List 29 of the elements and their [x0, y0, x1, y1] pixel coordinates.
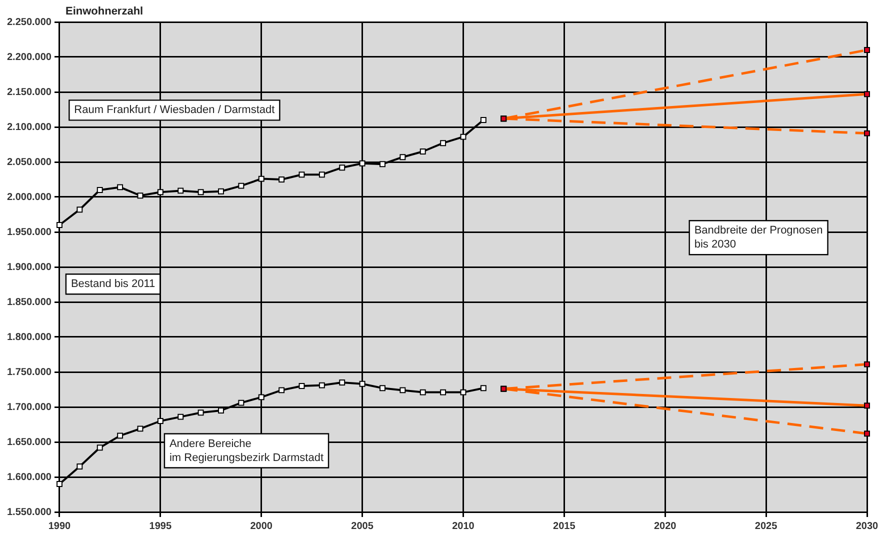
y-tick-label: 1.900.000: [6, 262, 52, 273]
x-tick-label: 1990: [48, 520, 72, 532]
y-tick-label: 1.650.000: [6, 436, 52, 448]
x-tick-label: 2015: [553, 520, 576, 532]
y-tick-label: 2.050.000: [6, 156, 52, 168]
x-tick-label: 2005: [351, 520, 374, 532]
y-tick-label: 2.200.000: [6, 52, 52, 63]
y-axis-title: Einwohnerzahl: [65, 6, 144, 18]
y-tick-label: 1.750.000: [6, 366, 52, 378]
x-tick-label: 2000: [250, 520, 273, 532]
text: Raum Frankfurt / Wiesbaden / Darmstadt: [74, 104, 275, 116]
x-tick-label: 2020: [654, 520, 677, 532]
x-tick-label: 2025: [754, 520, 778, 532]
x-tick-label: 2030: [856, 520, 879, 532]
y-tick-label: 1.800.000: [6, 332, 52, 343]
series-label: Andere Bereiche im Regierungsbezirk Darmstadt: [169, 438, 324, 464]
y-tick-label: 1.550.000: [6, 506, 52, 518]
annotation: Bandbreite der Prognosen bis 2030: [694, 224, 823, 251]
x-tick-label: 2010: [452, 520, 475, 532]
y-tick-label: 2.100.000: [6, 122, 52, 133]
y-tick-label: 2.000.000: [6, 192, 52, 203]
y-tick-label: 1.700.000: [6, 402, 52, 413]
y-tick-label: 1.950.000: [6, 226, 52, 238]
y-tick-label: 1.850.000: [6, 296, 52, 308]
x-tick-label: 1995: [149, 520, 172, 532]
annotation: Bestand bis 2011: [70, 278, 156, 290]
y-tick-label: 2.250.000: [6, 16, 52, 28]
y-tick-label: 2.150.000: [6, 86, 52, 98]
y-tick-label: 1.600.000: [6, 472, 52, 483]
